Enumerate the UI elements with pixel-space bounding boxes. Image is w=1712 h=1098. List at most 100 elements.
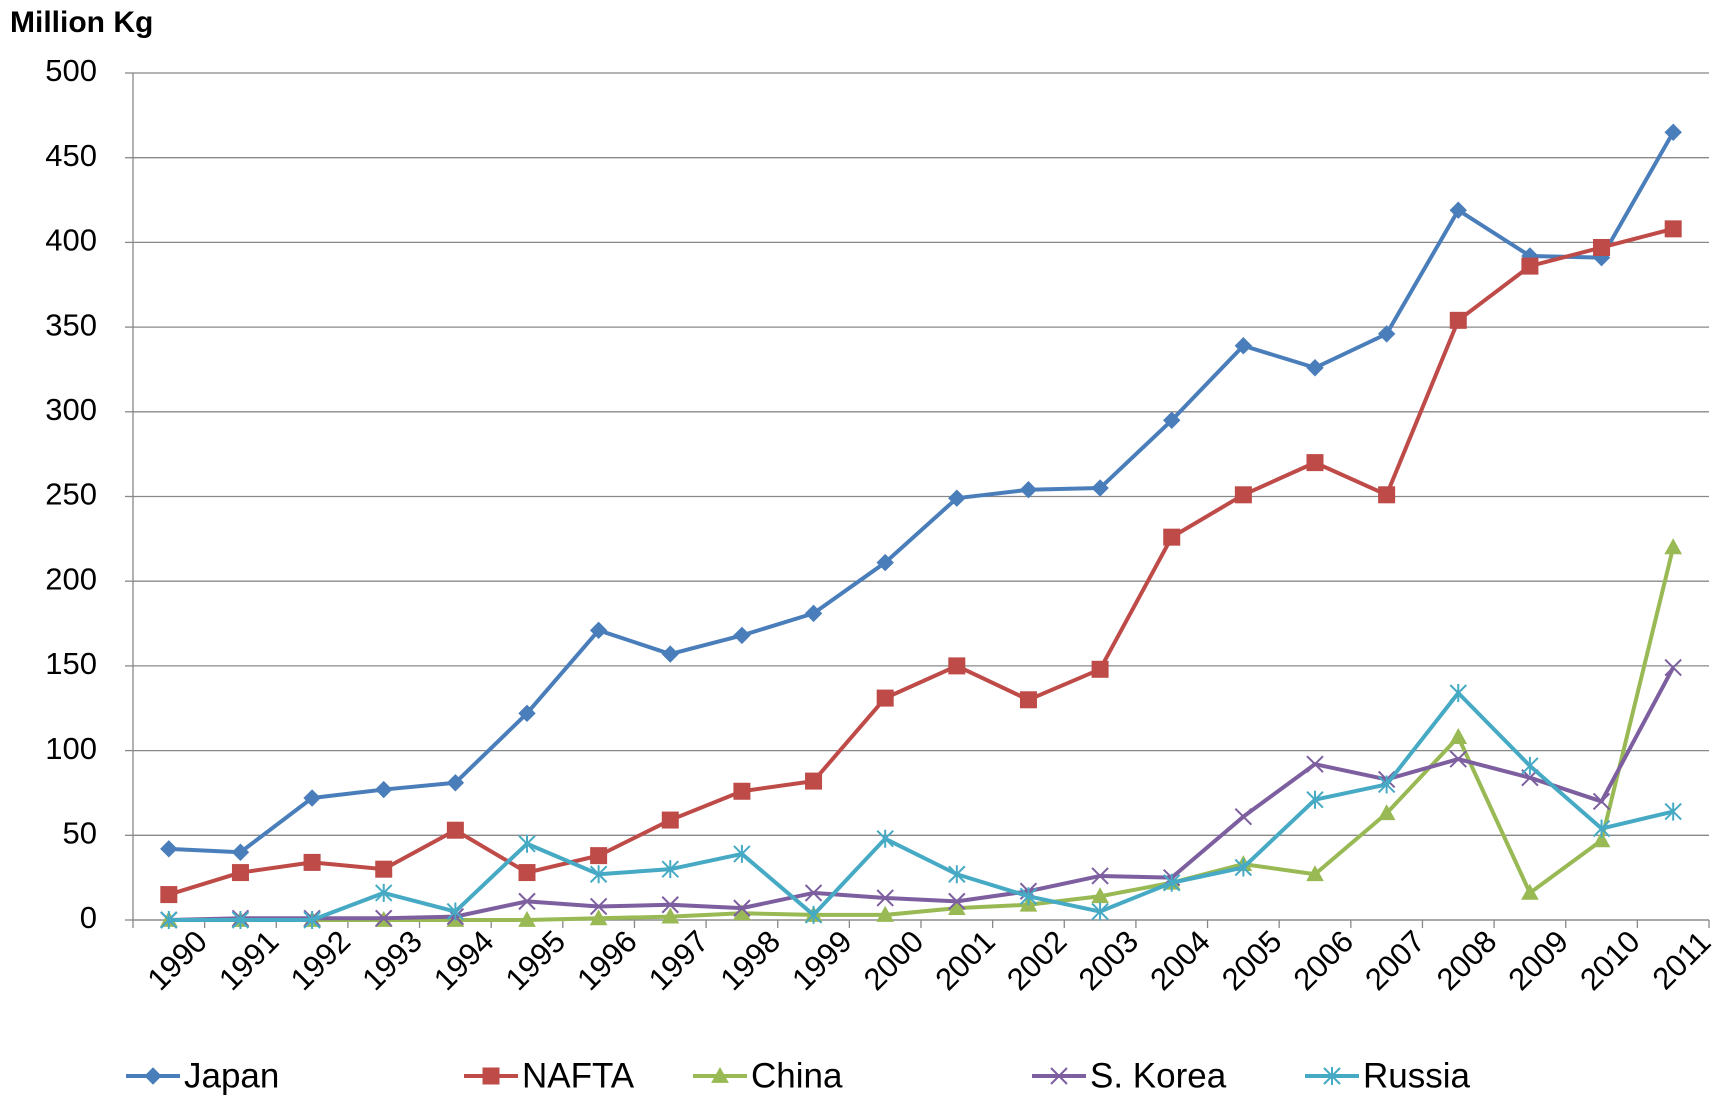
y-tick-label: 350	[45, 307, 97, 342]
y-tick-label: 200	[45, 561, 97, 596]
y-tick-label: 150	[45, 646, 97, 681]
x-tick-label: 2001	[928, 924, 1002, 998]
data-point	[518, 910, 536, 927]
data-point	[590, 847, 608, 865]
y-tick-label: 300	[45, 392, 97, 427]
y-tick-label: 400	[45, 223, 97, 258]
data-point	[303, 789, 321, 807]
data-point	[1449, 201, 1467, 219]
data-point	[589, 909, 608, 926]
data-point	[1449, 684, 1467, 703]
data-point	[1664, 123, 1682, 141]
data-point	[160, 886, 178, 904]
data-point	[1664, 220, 1682, 238]
y-tick-label: 100	[45, 731, 97, 766]
data-point	[1449, 311, 1467, 329]
data-point	[1378, 486, 1396, 504]
data-point	[805, 772, 823, 790]
y-tick-label: 450	[45, 138, 97, 173]
data-point	[518, 864, 536, 882]
data-point	[303, 853, 321, 871]
data-point	[733, 899, 751, 917]
data-point	[1163, 411, 1181, 429]
data-point	[518, 892, 536, 911]
x-tick-label: 2007	[1358, 924, 1432, 998]
data-point	[804, 604, 823, 623]
data-point	[1163, 528, 1181, 546]
y-tick-label: 50	[63, 815, 97, 850]
data-point	[518, 834, 536, 853]
data-point	[1019, 691, 1037, 709]
data-point	[1234, 486, 1252, 504]
data-point	[948, 657, 966, 675]
data-point	[1449, 750, 1467, 768]
data-point	[1091, 660, 1109, 678]
data-point	[1091, 902, 1109, 921]
legend-marker	[711, 1066, 729, 1083]
data-point	[231, 911, 250, 929]
x-tick-label: 2008	[1430, 924, 1504, 998]
data-point	[876, 905, 895, 922]
data-point	[733, 626, 751, 645]
data-point	[1234, 858, 1253, 877]
series	[160, 220, 1682, 904]
data-point	[1664, 658, 1682, 677]
legend-marker	[482, 1067, 500, 1085]
series-line	[168, 666, 1675, 922]
y-tick-label: 0	[80, 900, 97, 935]
y-tick-label: 500	[45, 53, 97, 88]
data-point	[1091, 867, 1109, 885]
legend-marker	[1050, 1067, 1068, 1085]
data-point	[876, 689, 894, 707]
data-point	[1521, 883, 1539, 900]
data-point	[661, 645, 679, 663]
data-point	[589, 865, 608, 884]
x-tick-label: 2000	[857, 924, 931, 998]
data-point	[1163, 873, 1181, 892]
data-point	[661, 811, 679, 829]
data-point	[1019, 481, 1038, 499]
x-tick-label: 2006	[1287, 924, 1361, 998]
data-point	[661, 896, 679, 914]
data-point	[733, 782, 751, 800]
x-tick-label: 1996	[570, 924, 644, 998]
data-point	[947, 899, 966, 916]
data-point	[446, 902, 465, 921]
data-point	[1521, 756, 1539, 775]
data-point	[375, 860, 393, 878]
legend-label: China	[751, 1056, 843, 1095]
series	[160, 684, 1682, 929]
data-point	[375, 909, 393, 928]
data-point	[1234, 807, 1253, 826]
x-tick-label: 1998	[714, 924, 788, 998]
x-tick-label: 1997	[642, 924, 716, 998]
data-point	[1019, 887, 1038, 906]
data-point	[1592, 831, 1611, 848]
x-tick-label: 2005	[1215, 924, 1289, 998]
x-tick-label: 2002	[1000, 924, 1074, 998]
data-point	[1377, 325, 1396, 343]
series-line	[168, 691, 1674, 922]
x-tick-label: 1992	[284, 924, 358, 998]
data-point	[1377, 775, 1396, 794]
x-tick-label: 2009	[1502, 924, 1576, 998]
x-tick-label: 2003	[1072, 924, 1146, 998]
data-point	[804, 905, 823, 924]
series-line	[168, 546, 1676, 922]
data-point	[948, 489, 966, 507]
data-point	[876, 889, 894, 907]
data-point	[589, 621, 608, 640]
data-point	[375, 883, 393, 902]
series	[160, 123, 1682, 861]
data-point	[1664, 802, 1682, 821]
x-tick-label: 1994	[427, 924, 501, 998]
data-point	[804, 884, 823, 902]
data-point	[1306, 790, 1324, 809]
data-point	[1234, 337, 1253, 355]
data-point	[1306, 454, 1324, 472]
data-point	[446, 821, 464, 839]
series-line	[168, 226, 1674, 897]
data-point	[661, 860, 679, 879]
data-point	[1449, 728, 1468, 744]
